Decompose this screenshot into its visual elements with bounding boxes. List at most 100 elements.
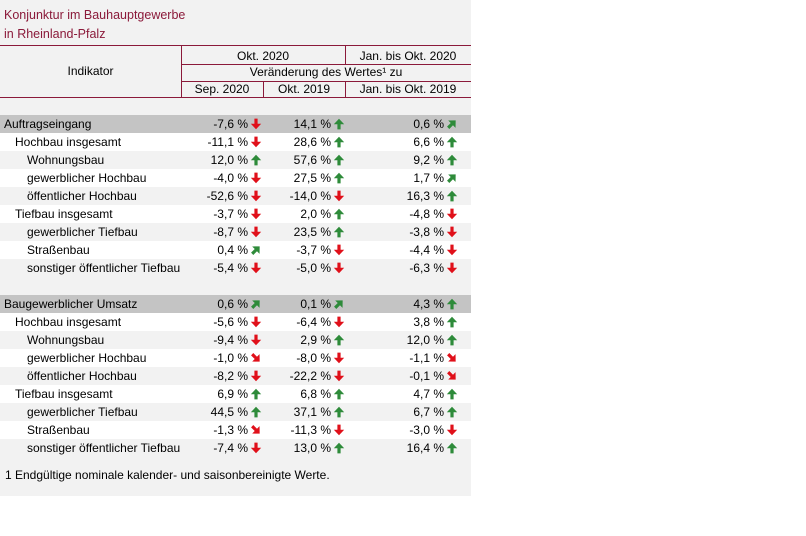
- change-value: 57,6 %: [293, 153, 331, 167]
- row-label: Tiefbau insgesamt: [15, 207, 113, 221]
- change-value: -6,4 %: [296, 315, 331, 329]
- change-value: 9,2 %: [413, 153, 444, 167]
- change-value: -4,0 %: [213, 171, 248, 185]
- change-value: -1,1 %: [409, 351, 444, 365]
- row-label: Hochbau insgesamt: [15, 315, 122, 329]
- change-value: -5,0 %: [296, 261, 331, 275]
- change-value: -3,7 %: [296, 243, 331, 257]
- change-value: 2,0 %: [300, 207, 331, 221]
- change-value: -9,4 %: [213, 333, 248, 347]
- row-label: Straßenbau: [27, 423, 90, 437]
- change-value: -52,6 %: [206, 189, 248, 203]
- change-value: 3,8 %: [413, 315, 444, 329]
- arrow-down-icon: [333, 244, 345, 256]
- row-label: gewerblicher Tiefbau: [27, 405, 138, 419]
- change-value: 28,6 %: [293, 135, 331, 149]
- footnote: 1 Endgültige nominale kalender- und sais…: [5, 468, 330, 482]
- table-row: Wohnungsbau 12,0 % 57,6 % 9,2 %: [0, 151, 471, 169]
- header-jan-okt2019: Jan. bis Okt. 2019: [359, 82, 457, 96]
- arrow-down-icon: [333, 190, 345, 202]
- row-label: Auftragseingang: [4, 117, 92, 131]
- arrow-up-icon: [446, 136, 458, 148]
- header-divider: [181, 46, 182, 97]
- row-label: Baugewerblicher Umsatz: [4, 297, 138, 311]
- change-value: -11,3 %: [290, 423, 331, 437]
- arrow-up-icon: [446, 190, 458, 202]
- change-value: -22,2 %: [289, 369, 331, 383]
- arrow-down-icon: [333, 316, 345, 328]
- arrow-down-right-icon: [447, 353, 456, 362]
- table-row: Tiefbau insgesamt 6,9 % 6,8 % 4,7 %: [0, 385, 471, 403]
- header-indikator: Indikator: [67, 64, 114, 78]
- arrow-down-icon: [446, 226, 458, 238]
- arrow-up-right-icon: [447, 174, 456, 183]
- change-value: 0,1 %: [300, 297, 331, 311]
- arrow-up-icon: [250, 406, 262, 418]
- change-value: -8,2 %: [213, 369, 248, 383]
- header-okt2019: Okt. 2019: [277, 82, 331, 96]
- change-value: 13,0 %: [293, 441, 331, 455]
- arrow-down-icon: [333, 370, 345, 382]
- arrow-up-icon: [333, 334, 345, 346]
- arrow-up-icon: [333, 406, 345, 418]
- header-rule: [181, 81, 471, 82]
- table-row: gewerblicher Hochbau -4,0 % 27,5 % 1,7 %: [0, 169, 471, 187]
- arrow-down-icon: [446, 208, 458, 220]
- arrow-up-icon: [333, 208, 345, 220]
- header-divider: [345, 46, 346, 64]
- arrow-up-right-icon: [334, 300, 343, 309]
- arrow-down-icon: [250, 442, 262, 454]
- arrow-up-icon: [333, 118, 345, 130]
- row-label: gewerblicher Hochbau: [27, 351, 147, 365]
- change-value: -7,6 %: [213, 117, 248, 131]
- change-value: 0,4 %: [217, 243, 248, 257]
- change-value: -7,4 %: [213, 441, 248, 455]
- change-value: -4,8 %: [409, 207, 444, 221]
- row-label: sonstiger öffentlicher Tiefbau: [27, 441, 181, 455]
- arrow-down-icon: [333, 262, 345, 274]
- arrow-up-icon: [446, 406, 458, 418]
- row-label: Wohnungsbau: [27, 153, 105, 167]
- arrow-down-icon: [250, 208, 262, 220]
- row-label: Hochbau insgesamt: [15, 135, 122, 149]
- arrow-up-icon: [333, 172, 345, 184]
- change-value: 6,9 %: [217, 387, 248, 401]
- section-row: Auftragseingang -7,6 % 14,1 % 0,6 %: [0, 115, 471, 133]
- arrow-down-icon: [333, 424, 345, 436]
- header-jan-okt2020: Jan. bis Okt. 2020: [359, 49, 457, 63]
- arrow-down-right-icon: [251, 353, 260, 362]
- arrow-down-icon: [446, 424, 458, 436]
- change-value: 12,0 %: [210, 153, 248, 167]
- arrow-up-icon: [333, 136, 345, 148]
- change-value: -3,0 %: [409, 423, 444, 437]
- arrow-up-icon: [446, 316, 458, 328]
- table-title: Konjunktur im Bauhauptgewerbe in Rheinla…: [4, 6, 185, 44]
- arrow-down-icon: [250, 136, 262, 148]
- arrow-down-icon: [446, 262, 458, 274]
- change-value: -8,7 %: [213, 225, 248, 239]
- change-value: 4,7 %: [413, 387, 444, 401]
- row-label: Tiefbau insgesamt: [15, 387, 113, 401]
- arrow-up-icon: [446, 298, 458, 310]
- row-label: sonstiger öffentlicher Tiefbau: [27, 261, 181, 275]
- change-value: 37,1 %: [293, 405, 331, 419]
- arrow-up-right-icon: [447, 120, 456, 129]
- arrow-down-icon: [250, 334, 262, 346]
- table-row: gewerblicher Tiefbau 44,5 % 37,1 % 6,7 %: [0, 403, 471, 421]
- arrow-up-icon: [333, 226, 345, 238]
- change-value: -5,6 %: [213, 315, 248, 329]
- header-veraenderung: Veränderung des Wertes¹ zu: [249, 65, 403, 79]
- header-divider: [345, 81, 346, 97]
- change-value: -4,4 %: [409, 243, 444, 257]
- arrow-down-right-icon: [447, 371, 456, 380]
- arrow-up-icon: [333, 388, 345, 400]
- arrow-up-icon: [446, 334, 458, 346]
- table-row: gewerblicher Hochbau -1,0 % -8,0 % -1,1 %: [0, 349, 471, 367]
- change-value: -8,0 %: [296, 351, 331, 365]
- change-value: 2,9 %: [300, 333, 331, 347]
- table-row: öffentlicher Hochbau -8,2 % -22,2 % -0,1 %: [0, 367, 471, 385]
- change-value: 12,0 %: [406, 333, 444, 347]
- change-value: 16,3 %: [406, 189, 444, 203]
- arrow-down-icon: [250, 118, 262, 130]
- change-value: 27,5 %: [293, 171, 331, 185]
